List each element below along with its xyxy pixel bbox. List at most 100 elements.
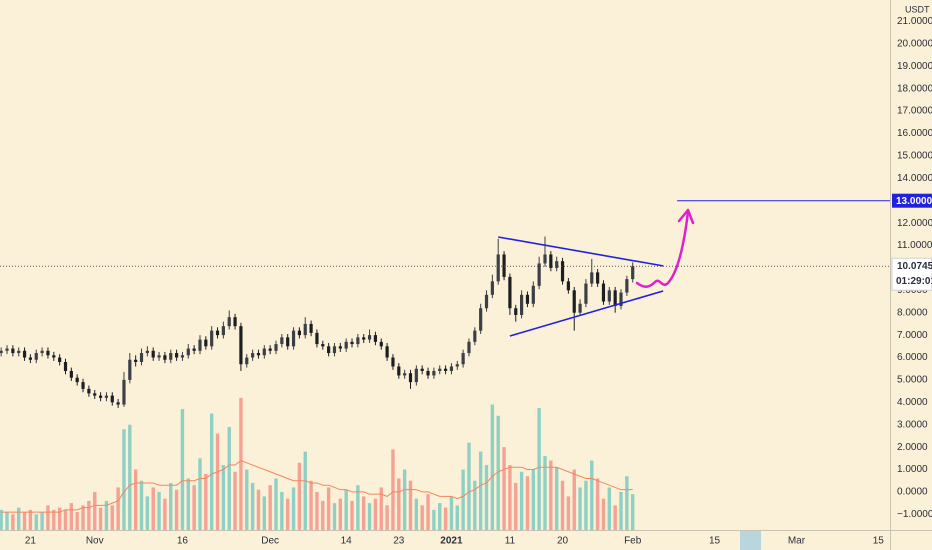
- y-tick-label: 12.0000: [897, 218, 932, 229]
- candle-body: [128, 359, 132, 380]
- volume-bar: [484, 465, 489, 530]
- y-tick-label: 14.0000: [897, 173, 932, 184]
- volume-bar: [625, 476, 629, 530]
- candle-body: [262, 348, 266, 356]
- candle-body: [104, 395, 109, 398]
- candle-body: [11, 348, 15, 354]
- candle-body: [362, 337, 366, 340]
- candle-body: [174, 353, 179, 358]
- candle-body: [286, 337, 290, 347]
- candle-body: [58, 357, 62, 362]
- candle-body: [625, 279, 629, 293]
- candle-body: [397, 366, 401, 376]
- volume-bar: [572, 469, 576, 530]
- x-tick-label: Nov: [86, 536, 104, 547]
- volume-bar: [116, 487, 120, 530]
- candle-body: [22, 350, 27, 358]
- volume-bar: [274, 478, 278, 530]
- volume-bar: [81, 505, 85, 530]
- y-tick-label: 19.0000: [897, 61, 932, 72]
- volume-bar: [291, 487, 296, 530]
- volume-bar: [87, 500, 91, 530]
- volume-bar: [478, 451, 483, 530]
- volume-bar: [250, 482, 255, 530]
- x-tick-label: Dec: [261, 536, 279, 547]
- candle-body: [631, 266, 635, 280]
- candle-body: [584, 283, 588, 304]
- x-tick-label: 15: [709, 536, 721, 547]
- volume-bar: [227, 426, 231, 530]
- volume-bar: [379, 487, 383, 530]
- volume-bar: [180, 409, 185, 530]
- arrow-drawing: [635, 208, 695, 288]
- volume-bar: [426, 494, 430, 530]
- candle-body: [408, 373, 413, 383]
- candle-body: [180, 355, 185, 358]
- candle-body: [93, 393, 97, 396]
- candle-body: [63, 361, 68, 371]
- candle-body: [192, 348, 196, 351]
- y-tick-label: 16.0000: [897, 128, 932, 139]
- volume-bar: [613, 505, 617, 530]
- candle-body: [438, 368, 442, 371]
- candle-body: [432, 370, 436, 376]
- volume-ma-line: [1, 459, 633, 513]
- y-tick-label: 6.0000: [897, 352, 928, 363]
- volume-bar: [321, 500, 325, 530]
- candle-body: [151, 350, 155, 358]
- candle-body: [227, 317, 231, 327]
- y-tick-label: 8.0000: [897, 307, 928, 318]
- candle-body: [443, 368, 448, 371]
- volume-bar: [467, 442, 471, 530]
- x-tick-label: 2021: [440, 536, 463, 547]
- candle-body: [134, 359, 138, 362]
- candle-body: [344, 341, 348, 349]
- volume-bar: [28, 509, 33, 530]
- volume-bar: [151, 487, 155, 530]
- candle-body: [373, 335, 378, 342]
- x-tick-label: 20: [557, 536, 569, 547]
- volume-bar: [215, 433, 220, 530]
- volume-bar: [315, 491, 319, 530]
- candle-body: [169, 353, 173, 360]
- volume-bar: [402, 469, 407, 530]
- candle-body: [309, 323, 313, 333]
- volume-bar: [262, 496, 267, 530]
- candle-body: [531, 285, 535, 304]
- volume-bar: [268, 485, 272, 530]
- candle-body: [245, 357, 249, 365]
- volume-bar: [174, 489, 179, 530]
- volume-bar: [52, 509, 56, 530]
- candle-body: [367, 335, 372, 340]
- volume-bar: [397, 478, 401, 530]
- volume-bar: [221, 465, 226, 530]
- y-tick-label: 7.0000: [897, 330, 928, 341]
- horizontal-line-label: 13.0000: [896, 196, 932, 207]
- candle-body: [145, 350, 149, 354]
- candle-body: [514, 308, 518, 315]
- volume-bar: [209, 413, 214, 530]
- volume-bar: [34, 514, 38, 530]
- candle-body: [215, 330, 220, 336]
- volume-bar: [391, 449, 395, 530]
- candle-body: [221, 326, 225, 336]
- candle-body: [268, 348, 272, 351]
- candle-body: [34, 353, 38, 360]
- volume-bar: [449, 496, 454, 530]
- volume-bar: [344, 489, 348, 530]
- volume-bar: [490, 404, 495, 530]
- candle-body: [385, 346, 389, 358]
- candle-body: [0, 350, 3, 354]
- candle-body: [420, 368, 424, 371]
- arrow-head: [677, 208, 695, 225]
- volume-bar: [98, 507, 103, 530]
- volume-bar: [145, 496, 150, 530]
- volume-bar: [280, 491, 284, 530]
- candle-body: [157, 355, 161, 358]
- candle-body: [484, 294, 489, 309]
- y-tick-label: 15.0000: [897, 151, 932, 162]
- candle-body: [163, 355, 167, 360]
- candle-body: [233, 317, 237, 327]
- volume-bar: [350, 500, 354, 530]
